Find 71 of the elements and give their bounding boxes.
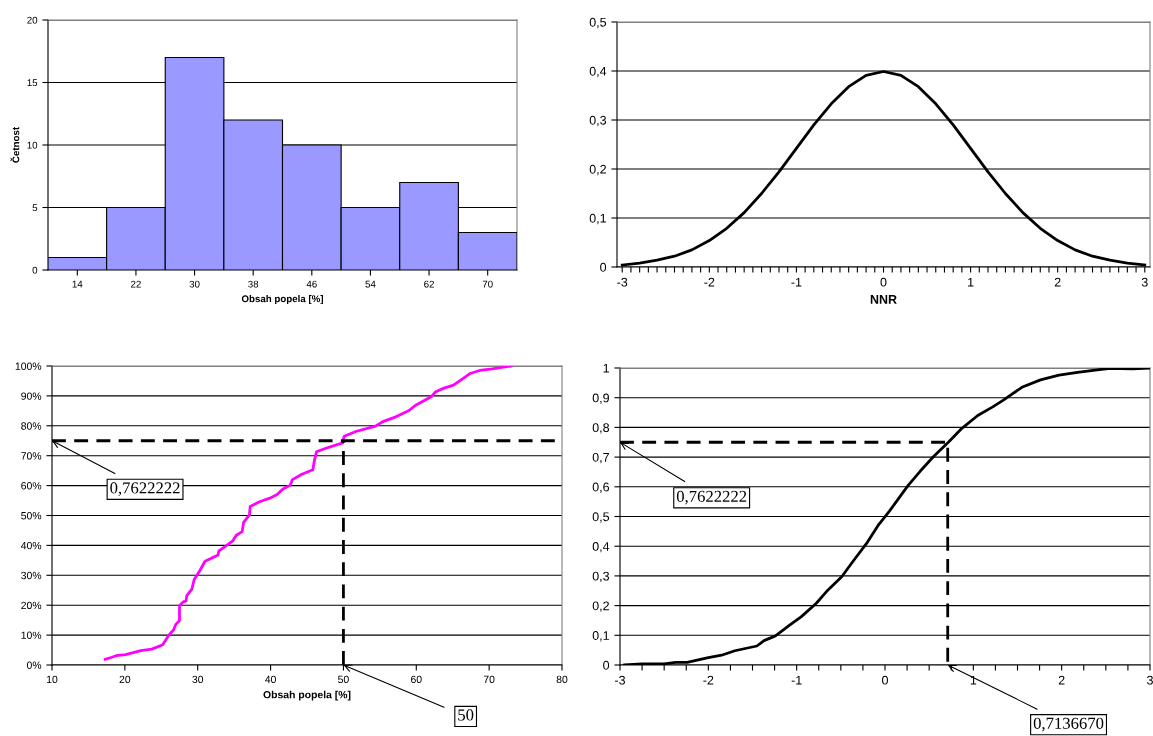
y-tick-label: 5 [32, 204, 38, 212]
x-tick-label: -2 [703, 675, 714, 685]
y-tick-label: 0,4 [592, 542, 610, 553]
y-tick-label: 0,5 [589, 17, 607, 29]
y-tick-label: 1 [603, 363, 609, 373]
x-tick-label: 60 [411, 675, 422, 684]
y-tick-label: 0,5 [592, 512, 610, 523]
y-tick-label: 0,2 [589, 164, 606, 176]
y-tick-label: 0,2 [592, 601, 609, 612]
annotation: 0,7622222 [110, 482, 180, 496]
x-axis-title: NNR [870, 295, 897, 304]
y-tick-label: 0,8 [592, 423, 610, 434]
y-tick-label: 0,9 [592, 393, 609, 404]
x-tick-label: 62 [424, 280, 434, 288]
y-tick-label: 70% [21, 452, 42, 460]
y-tick-label: 40% [20, 541, 42, 550]
y-tick-label: 20 [27, 16, 38, 24]
x-tick-label: -2 [704, 277, 715, 287]
x-tick-label: 22 [131, 280, 141, 288]
x-tick-label: 0 [882, 675, 888, 685]
y-tick-label: 20% [21, 601, 42, 610]
x-tick-label: 50 [338, 675, 349, 684]
x-axis-title: Obsah popela [%] [241, 295, 324, 305]
y-tick-label: 90% [21, 392, 42, 400]
x-tick-label: -3 [615, 675, 626, 685]
x-tick-label: 3 [1147, 675, 1153, 685]
x-tick-label: 46 [306, 280, 317, 288]
y-tick-label: 0,6 [592, 482, 610, 493]
annotation: 50 [458, 709, 474, 721]
x-tick-label: -1 [791, 277, 802, 287]
x-tick-label: 3 [1141, 277, 1148, 287]
x-tick-label: 38 [248, 280, 259, 288]
y-tick-label: 60% [21, 482, 42, 490]
y-tick-label: 100% [15, 362, 42, 370]
x-tick-label: 1 [970, 675, 977, 685]
y-tick-label: 0,3 [592, 571, 610, 583]
annotation: 0,7136670 [1033, 717, 1104, 732]
x-axis-title: Obsah popela [%] [263, 690, 351, 701]
y-tick-label: 10 [27, 141, 38, 149]
x-tick-label: -1 [791, 675, 802, 685]
x-tick-label: 70 [482, 280, 493, 288]
y-tick-label: 0,7 [592, 452, 609, 464]
y-tick-label: 0 [32, 266, 38, 274]
x-tick-label: 10 [47, 675, 58, 684]
x-tick-label: 80 [556, 675, 568, 684]
x-tick-label: -3 [617, 277, 628, 287]
x-tick-label: 2 [1058, 675, 1065, 685]
x-tick-label: 2 [1054, 277, 1061, 287]
y-tick-label: 0,1 [592, 631, 609, 642]
x-tick-label: 1 [968, 277, 974, 287]
y-tick-label: 0,3 [589, 115, 607, 127]
x-tick-label: 54 [365, 280, 376, 288]
annotation: 0,7622222 [676, 490, 747, 505]
y-tick-label: 0,4 [589, 66, 607, 78]
x-tick-label: 40 [265, 675, 276, 684]
y-tick-label: 10% [21, 631, 42, 639]
y-tick-label: 50% [21, 512, 42, 520]
x-tick-label: 20 [119, 675, 131, 684]
y-tick-label: 0,1 [589, 213, 606, 225]
x-tick-label: 30 [189, 280, 200, 288]
x-tick-label: 30 [192, 675, 204, 684]
y-tick-label: 0 [600, 262, 607, 272]
y-tick-label: 80% [21, 422, 42, 430]
y-tick-label: 0 [603, 660, 610, 670]
x-tick-label: 14 [72, 280, 83, 288]
x-tick-label: 70 [483, 675, 495, 684]
y-tick-label: 30% [21, 571, 42, 580]
y-axis-title: Četnost [10, 127, 20, 163]
x-tick-label: 0 [880, 277, 887, 287]
y-tick-label: 0% [26, 661, 42, 669]
y-tick-label: 15 [27, 79, 38, 87]
